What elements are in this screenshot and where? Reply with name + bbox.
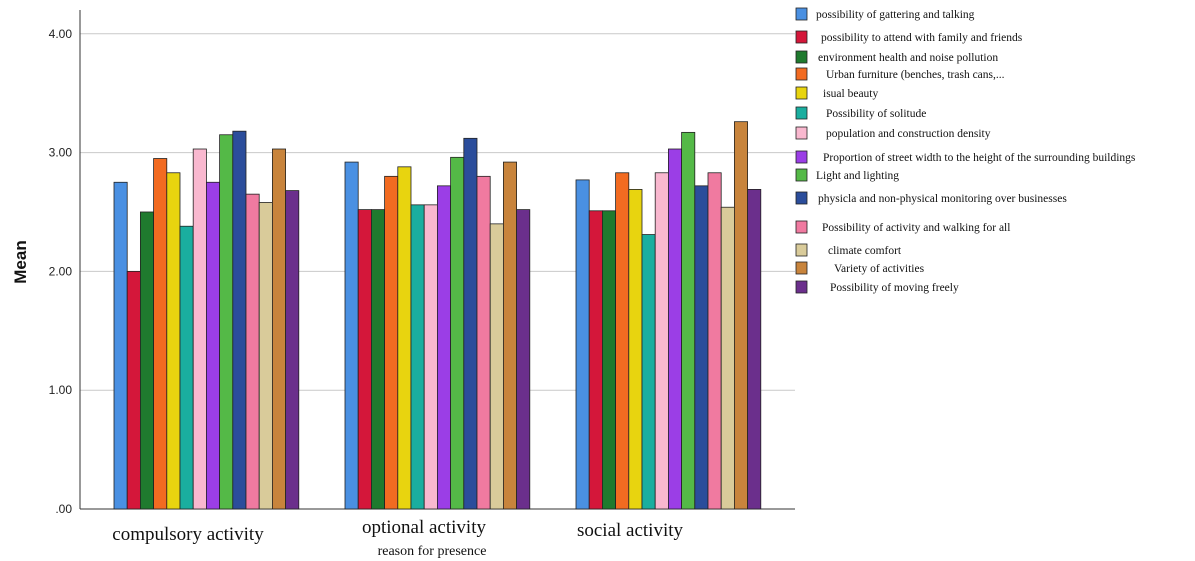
bar — [113, 181, 128, 510]
legend-swatch — [795, 30, 808, 44]
bar — [126, 270, 141, 510]
legend-swatch — [795, 106, 808, 120]
bar — [516, 209, 531, 510]
bar — [707, 172, 722, 510]
legend-label: Possibility of solitude — [826, 108, 926, 120]
legend-swatch — [795, 86, 808, 100]
legend-label: Possibility of activity and walking for … — [822, 222, 1010, 234]
bar — [245, 193, 260, 510]
legend-label: population and construction density — [826, 128, 991, 140]
category-label: social activity — [577, 520, 684, 541]
bar — [410, 204, 425, 510]
bar — [344, 161, 359, 510]
legend-label: Light and lighting — [816, 170, 899, 182]
bar — [476, 175, 491, 510]
bars — [113, 121, 762, 510]
bar — [179, 225, 194, 510]
legend: possibility of gattering and talking poss… — [795, 7, 1136, 294]
bar — [232, 130, 247, 510]
bar — [654, 172, 669, 510]
legend-label: possibility to attend with family and fr… — [821, 32, 1023, 44]
bar — [747, 189, 762, 510]
bar — [463, 137, 478, 510]
legend-label: Variety of activities — [834, 263, 925, 275]
bar — [694, 185, 709, 510]
category-label: compulsory activity — [112, 524, 264, 545]
y-tick-label: 1.00 — [49, 383, 73, 397]
bar — [641, 234, 656, 510]
legend-label: Urban furniture (benches, trash cans,... — [826, 69, 1005, 81]
bar — [602, 210, 617, 510]
bar — [397, 166, 412, 510]
bar — [258, 202, 273, 510]
legend-swatch — [795, 261, 808, 275]
legend-label: isual beauty — [823, 88, 878, 100]
legend-swatch — [795, 243, 808, 257]
bar — [423, 204, 438, 510]
y-tick-label: 2.00 — [49, 264, 73, 278]
legend-swatch — [795, 280, 808, 294]
bar — [615, 172, 630, 510]
legend-label: physicla and non-physical monitoring ove… — [818, 193, 1067, 205]
bar — [219, 134, 234, 510]
bar — [628, 189, 643, 510]
legend-swatch — [795, 168, 808, 182]
legend-label: Possibility of moving freely — [830, 282, 959, 294]
bar — [588, 210, 603, 510]
legend-swatch — [795, 50, 808, 64]
y-tick-label: 3.00 — [49, 146, 73, 160]
bar — [436, 185, 451, 510]
legend-swatch — [795, 126, 808, 140]
bar — [575, 179, 590, 510]
bar — [489, 223, 504, 510]
y-tick-label: 4.00 — [49, 27, 73, 41]
bar — [734, 121, 749, 510]
category-label: optional activity — [362, 517, 487, 538]
bar — [192, 148, 207, 510]
legend-swatch — [795, 150, 808, 164]
bar — [166, 172, 181, 510]
bar — [384, 175, 399, 510]
y-tick-label: .00 — [55, 502, 72, 516]
x-axis-label: reason for presence — [378, 544, 487, 559]
bar — [285, 190, 300, 510]
bar — [370, 209, 385, 510]
y-tick-labels: .00 1.00 2.00 3.00 4.00 — [49, 27, 73, 516]
bar — [720, 206, 735, 510]
legend-swatch — [795, 7, 808, 21]
bar — [668, 148, 683, 510]
legend-swatch — [795, 220, 808, 234]
bar — [450, 156, 465, 510]
category-labels: compulsory activity optional activity soci… — [112, 517, 683, 545]
bar — [357, 209, 372, 510]
legend-label: environment health and noise pollution — [818, 52, 998, 64]
bar — [205, 181, 220, 510]
bar — [681, 131, 696, 510]
y-axis-label: Mean — [11, 240, 30, 283]
legend-swatch — [795, 67, 808, 81]
legend-label: possibility of gattering and talking — [816, 9, 975, 21]
bar — [153, 158, 168, 510]
bar — [502, 161, 517, 510]
bar — [271, 148, 286, 510]
bar — [139, 211, 154, 510]
legend-label: climate comfort — [828, 245, 902, 257]
legend-label: Proportion of street width to the height… — [823, 152, 1136, 164]
legend-swatch — [795, 191, 808, 205]
